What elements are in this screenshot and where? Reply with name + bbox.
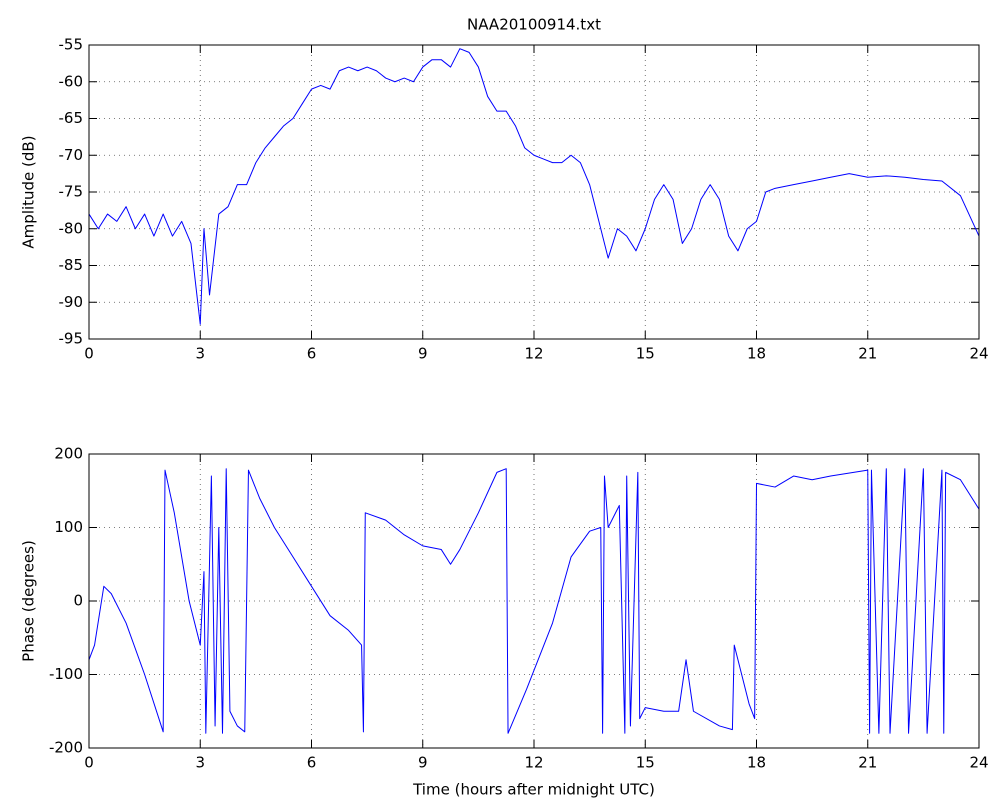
y-tick-label: -85 [59, 256, 84, 274]
y-tick-label: -80 [59, 219, 84, 237]
data-line [88, 468, 980, 734]
x-tick-label: 12 [524, 345, 543, 363]
y-tick-label: -75 [59, 183, 84, 201]
data-line [88, 48, 980, 325]
x-tick-label: 0 [84, 345, 94, 363]
x-tick-label: 21 [858, 754, 877, 772]
y-tick-label: -70 [59, 146, 84, 164]
y-tick-label: 0 [73, 592, 83, 610]
y-tick-label: -55 [59, 36, 84, 54]
y-tick-label: 100 [54, 518, 83, 536]
x-tick-label: 24 [969, 345, 988, 363]
x-tick-label: 3 [195, 754, 205, 772]
y-tick-label: -95 [59, 330, 84, 348]
y-tick-label: -200 [49, 739, 83, 757]
y-tick-label: 200 [54, 445, 83, 463]
y-axis-label: Amplitude (dB) [20, 135, 38, 248]
y-tick-label: -65 [59, 109, 84, 127]
y-axis-label: Phase (degrees) [20, 540, 38, 662]
x-tick-label: 0 [84, 754, 94, 772]
x-tick-label: 6 [307, 754, 317, 772]
x-tick-label: 12 [524, 754, 543, 772]
x-tick-label: 18 [747, 754, 766, 772]
y-tick-label: -90 [59, 293, 84, 311]
axes-frame [88, 44, 980, 340]
x-tick-label: 15 [636, 345, 655, 363]
y-tick-label: -60 [59, 72, 84, 90]
x-tick-label: 9 [418, 345, 428, 363]
axes-frame [88, 453, 980, 749]
x-tick-label: 21 [858, 345, 877, 363]
chart-title: NAA20100914.txt [467, 16, 601, 34]
x-tick-label: 6 [307, 345, 317, 363]
x-tick-label: 9 [418, 754, 428, 772]
x-tick-label: 18 [747, 345, 766, 363]
x-tick-label: 15 [636, 754, 655, 772]
x-axis-label: Time (hours after midnight UTC) [412, 781, 655, 799]
x-tick-label: 3 [195, 345, 205, 363]
y-tick-label: -100 [49, 665, 83, 683]
x-tick-label: 24 [969, 754, 988, 772]
